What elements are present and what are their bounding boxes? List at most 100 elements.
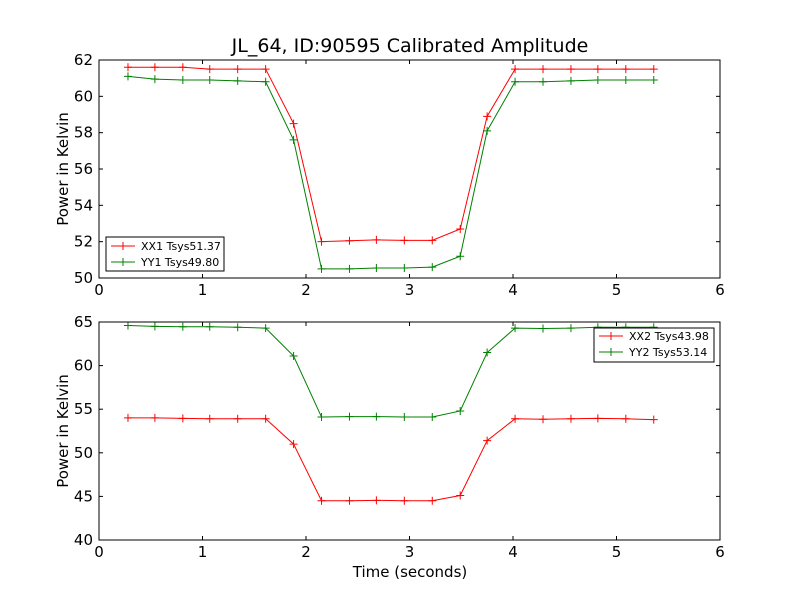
y-tick-label: 50 — [74, 269, 93, 287]
x-tick-label: 4 — [508, 543, 518, 561]
x-tick-label: 3 — [405, 281, 415, 299]
x-tick-label: 4 — [508, 281, 518, 299]
series-line-2 — [127, 324, 654, 418]
x-tick-label: 5 — [612, 543, 622, 561]
data-point — [456, 406, 465, 415]
data-point — [539, 324, 548, 333]
data-point — [621, 75, 630, 84]
data-point — [483, 436, 492, 445]
data-point — [400, 496, 409, 505]
data-point — [649, 415, 658, 424]
data-point — [511, 65, 520, 74]
x-tick-label: 6 — [715, 543, 725, 561]
y-axis-label: Power in Kelvin — [54, 112, 72, 226]
data-point — [621, 414, 630, 423]
data-point — [566, 76, 575, 85]
data-point — [233, 323, 242, 332]
data-point — [400, 264, 409, 273]
data-point — [261, 65, 270, 74]
data-point — [621, 65, 630, 74]
data-point — [511, 414, 520, 423]
data-point — [400, 413, 409, 422]
data-point — [289, 352, 298, 361]
data-point — [289, 119, 298, 128]
legend: XX2 Tsys43.98 YY2 Tsys53.14 — [593, 327, 715, 363]
x-tick-label: 0 — [94, 543, 104, 561]
data-point — [511, 77, 520, 86]
data-point — [150, 63, 159, 72]
data-point — [205, 322, 214, 331]
data-point — [566, 65, 575, 74]
data-point — [178, 414, 187, 423]
series-line-1 — [127, 417, 654, 502]
data-point — [150, 75, 159, 84]
legend-swatch-marker — [607, 348, 615, 356]
legend-label: XX1 Tsys51.37 — [141, 240, 221, 253]
top-chart: JL_64, ID:90595 Calibrated Amplitude Pow… — [54, 35, 725, 299]
x-tick-label: 1 — [198, 281, 208, 299]
data-point — [123, 413, 132, 422]
data-point — [372, 264, 381, 273]
data-point — [205, 75, 214, 84]
x-tick-label: 1 — [198, 543, 208, 561]
legend-label: YY2 Tsys53.14 — [628, 346, 707, 359]
legend-label: XX2 Tsys43.98 — [629, 330, 709, 343]
x-tick-label: 2 — [301, 543, 311, 561]
data-point — [123, 321, 132, 330]
data-point — [428, 413, 437, 422]
plot-frame — [98, 321, 721, 541]
series-line-1 — [127, 66, 654, 243]
data-point — [205, 65, 214, 74]
data-point — [178, 75, 187, 84]
series-markers — [123, 321, 658, 505]
legend-swatch-marker — [607, 332, 615, 340]
data-point — [261, 324, 270, 333]
data-point — [150, 322, 159, 331]
data-point — [566, 414, 575, 423]
data-point — [593, 414, 602, 423]
data-point — [289, 135, 298, 144]
data-point — [123, 63, 132, 72]
data-point — [649, 75, 658, 84]
data-point — [345, 236, 354, 245]
y-tick-label: 54 — [74, 196, 93, 214]
data-point — [150, 413, 159, 422]
y-tick-label: 58 — [74, 124, 93, 142]
data-point — [317, 413, 326, 422]
x-tick-label: 0 — [94, 281, 104, 299]
chart-title: JL_64, ID:90595 Calibrated Amplitude — [231, 35, 589, 57]
series-line-2 — [127, 75, 654, 270]
y-tick-label: 50 — [74, 444, 93, 462]
y-tick-label: 52 — [74, 233, 93, 251]
legend-box — [593, 327, 715, 363]
x-tick-label: 3 — [405, 543, 415, 561]
bottom-chart: Power in Kelvin Time (seconds) 0 1 2 3 4 5 640… — [54, 313, 725, 581]
y-tick-label: 55 — [74, 400, 93, 418]
y-tick-label: 56 — [74, 160, 93, 178]
data-point — [539, 415, 548, 424]
legend-label: YY1 Tsys49.80 — [140, 256, 219, 269]
x-tick-label: 2 — [301, 281, 311, 299]
data-point — [483, 112, 492, 121]
series-lines — [127, 324, 654, 502]
data-point — [428, 263, 437, 272]
data-point — [456, 224, 465, 233]
data-point — [345, 264, 354, 273]
x-tick-label: 5 — [612, 281, 622, 299]
x-axis-label: Time (seconds) — [352, 563, 468, 581]
data-point — [178, 63, 187, 72]
data-point — [261, 414, 270, 423]
data-point — [566, 324, 575, 333]
data-point — [233, 414, 242, 423]
series-lines — [127, 66, 654, 270]
data-point — [511, 324, 520, 333]
data-point — [539, 77, 548, 86]
y-tick-label: 62 — [74, 51, 93, 69]
data-point — [178, 322, 187, 331]
data-point — [428, 236, 437, 245]
data-point — [345, 412, 354, 421]
y-tick-label: 65 — [74, 313, 93, 331]
